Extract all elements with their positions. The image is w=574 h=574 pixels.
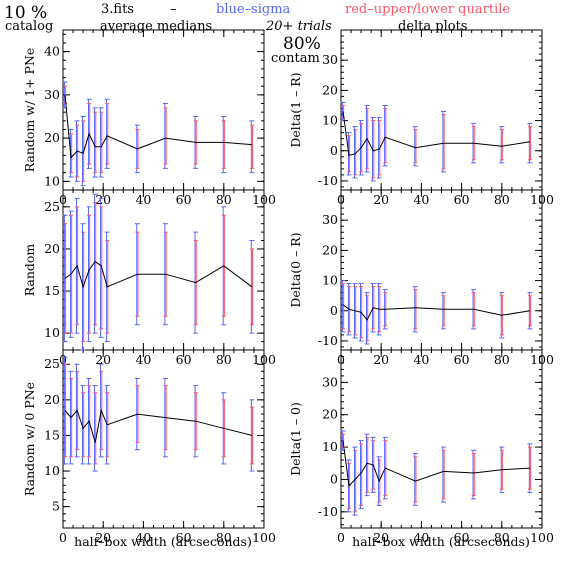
y-tick-label: 10 [322, 439, 338, 454]
plot-frame [340, 349, 543, 529]
y-axis-label: Delta(1 – R) [288, 72, 303, 147]
y-tick-label: 10 [44, 173, 60, 188]
y-tick-label: 20 [322, 407, 338, 422]
header-contam-label: contam [271, 51, 320, 66]
x-tick-label: 0 [337, 192, 345, 207]
x-tick-label: 60 [176, 192, 192, 207]
x-tick-label: 80 [216, 352, 232, 367]
panel-bottom-left: Random w/ 0 PNe half–box width (arcsecon… [22, 349, 265, 549]
median-line [64, 408, 253, 443]
y-tick-label: 20 [322, 82, 338, 97]
x-tick-label: 20 [95, 530, 111, 545]
x-tick-label: 0 [59, 352, 67, 367]
y-tick-label: 30 [322, 212, 338, 227]
x-tick-label: 100 [530, 192, 554, 207]
y-axis-label: Random w/ 0 PNe [22, 382, 37, 496]
y-tick-label: -10 [318, 333, 338, 348]
header-delta-plots: delta plots [398, 19, 467, 34]
x-tick-label: 40 [413, 352, 429, 367]
x-tick-label: 0 [59, 192, 67, 207]
header-trials: 20+ trials [265, 19, 332, 34]
x-tick-label: 100 [252, 352, 276, 367]
legend-blue-sigma: blue–sigma [216, 2, 291, 17]
y-tick-label: 0 [330, 471, 338, 486]
median-line [64, 94, 252, 159]
header-percent: 10 % [4, 3, 47, 23]
x-axis-label: half–box width (arcseconds) [74, 534, 252, 549]
median-line [342, 111, 530, 156]
y-axis-label: Random [22, 244, 37, 297]
x-tick-label: 60 [454, 192, 470, 207]
x-tick-label: 20 [373, 530, 389, 545]
y-tick-label: 30 [322, 52, 338, 67]
header-dash: – [170, 2, 177, 17]
x-tick-label: 80 [216, 192, 232, 207]
x-tick-label: 60 [454, 530, 470, 545]
x-tick-label: 80 [494, 530, 510, 545]
x-tick-label: 80 [494, 192, 510, 207]
plot-frame [340, 29, 543, 191]
x-tick-label: 100 [252, 530, 276, 545]
y-tick-label: -10 [318, 504, 338, 519]
x-tick-label: 40 [135, 352, 151, 367]
x-axis-label: half–box width (arcseconds) [352, 534, 530, 549]
x-tick-label: 40 [413, 530, 429, 545]
y-tick-label: 20 [44, 241, 60, 256]
y-tick-label: 30 [322, 374, 338, 389]
x-tick-label: 60 [176, 352, 192, 367]
y-tick-label: 10 [44, 325, 60, 340]
y-tick-label: 15 [44, 283, 60, 298]
x-tick-label: 20 [373, 192, 389, 207]
plot-frame [62, 349, 265, 529]
median-line [64, 260, 253, 289]
x-tick-label: 40 [413, 192, 429, 207]
plot-frame [62, 29, 265, 191]
x-tick-label: 0 [59, 530, 67, 545]
y-tick-label: 10 [322, 273, 338, 288]
y-tick-label: 0 [330, 143, 338, 158]
y-tick-label: -10 [318, 173, 338, 188]
y-tick-label: 20 [44, 392, 60, 407]
median-line [342, 440, 530, 488]
header-catalog: catalog [5, 19, 53, 34]
x-tick-label: 20 [95, 192, 111, 207]
y-axis-label: Delta(1 – 0) [288, 402, 303, 476]
x-tick-label: 0 [337, 352, 345, 367]
median-line [342, 304, 530, 321]
plot-frame [62, 189, 265, 351]
y-tick-label: 20 [322, 242, 338, 257]
y-tick-label: 40 [44, 44, 60, 59]
x-tick-label: 20 [373, 352, 389, 367]
x-tick-label: 40 [135, 192, 151, 207]
y-tick-label: 10 [322, 113, 338, 128]
x-tick-label: 60 [454, 352, 470, 367]
x-tick-label: 100 [252, 192, 276, 207]
legend-red-quartile: red–upper/lower quartile [345, 2, 510, 17]
y-tick-label: 25 [44, 356, 60, 371]
y-tick-label: 20 [44, 130, 60, 145]
y-tick-label: 15 [44, 427, 60, 442]
x-tick-label: 60 [176, 530, 192, 545]
x-tick-label: 0 [337, 530, 345, 545]
header-average-medians: average medians [100, 19, 212, 34]
header-file: 3.fits [101, 2, 134, 17]
x-tick-label: 100 [530, 352, 554, 367]
y-tick-label: 30 [44, 87, 60, 102]
y-tick-label: 25 [44, 199, 60, 214]
x-tick-label: 80 [494, 352, 510, 367]
y-tick-label: 0 [330, 303, 338, 318]
x-tick-label: 20 [95, 352, 111, 367]
x-tick-label: 80 [216, 530, 232, 545]
x-tick-label: 100 [530, 530, 554, 545]
y-tick-label: 10 [44, 463, 60, 478]
y-axis-label: Delta(0 – R) [288, 232, 303, 307]
y-tick-label: 5 [52, 499, 60, 514]
y-axis-label: Random w/ 1+ PNe [22, 48, 37, 173]
x-tick-label: 40 [135, 530, 151, 545]
header-contam-value: 80% [283, 34, 321, 54]
plot-frame [340, 189, 543, 351]
